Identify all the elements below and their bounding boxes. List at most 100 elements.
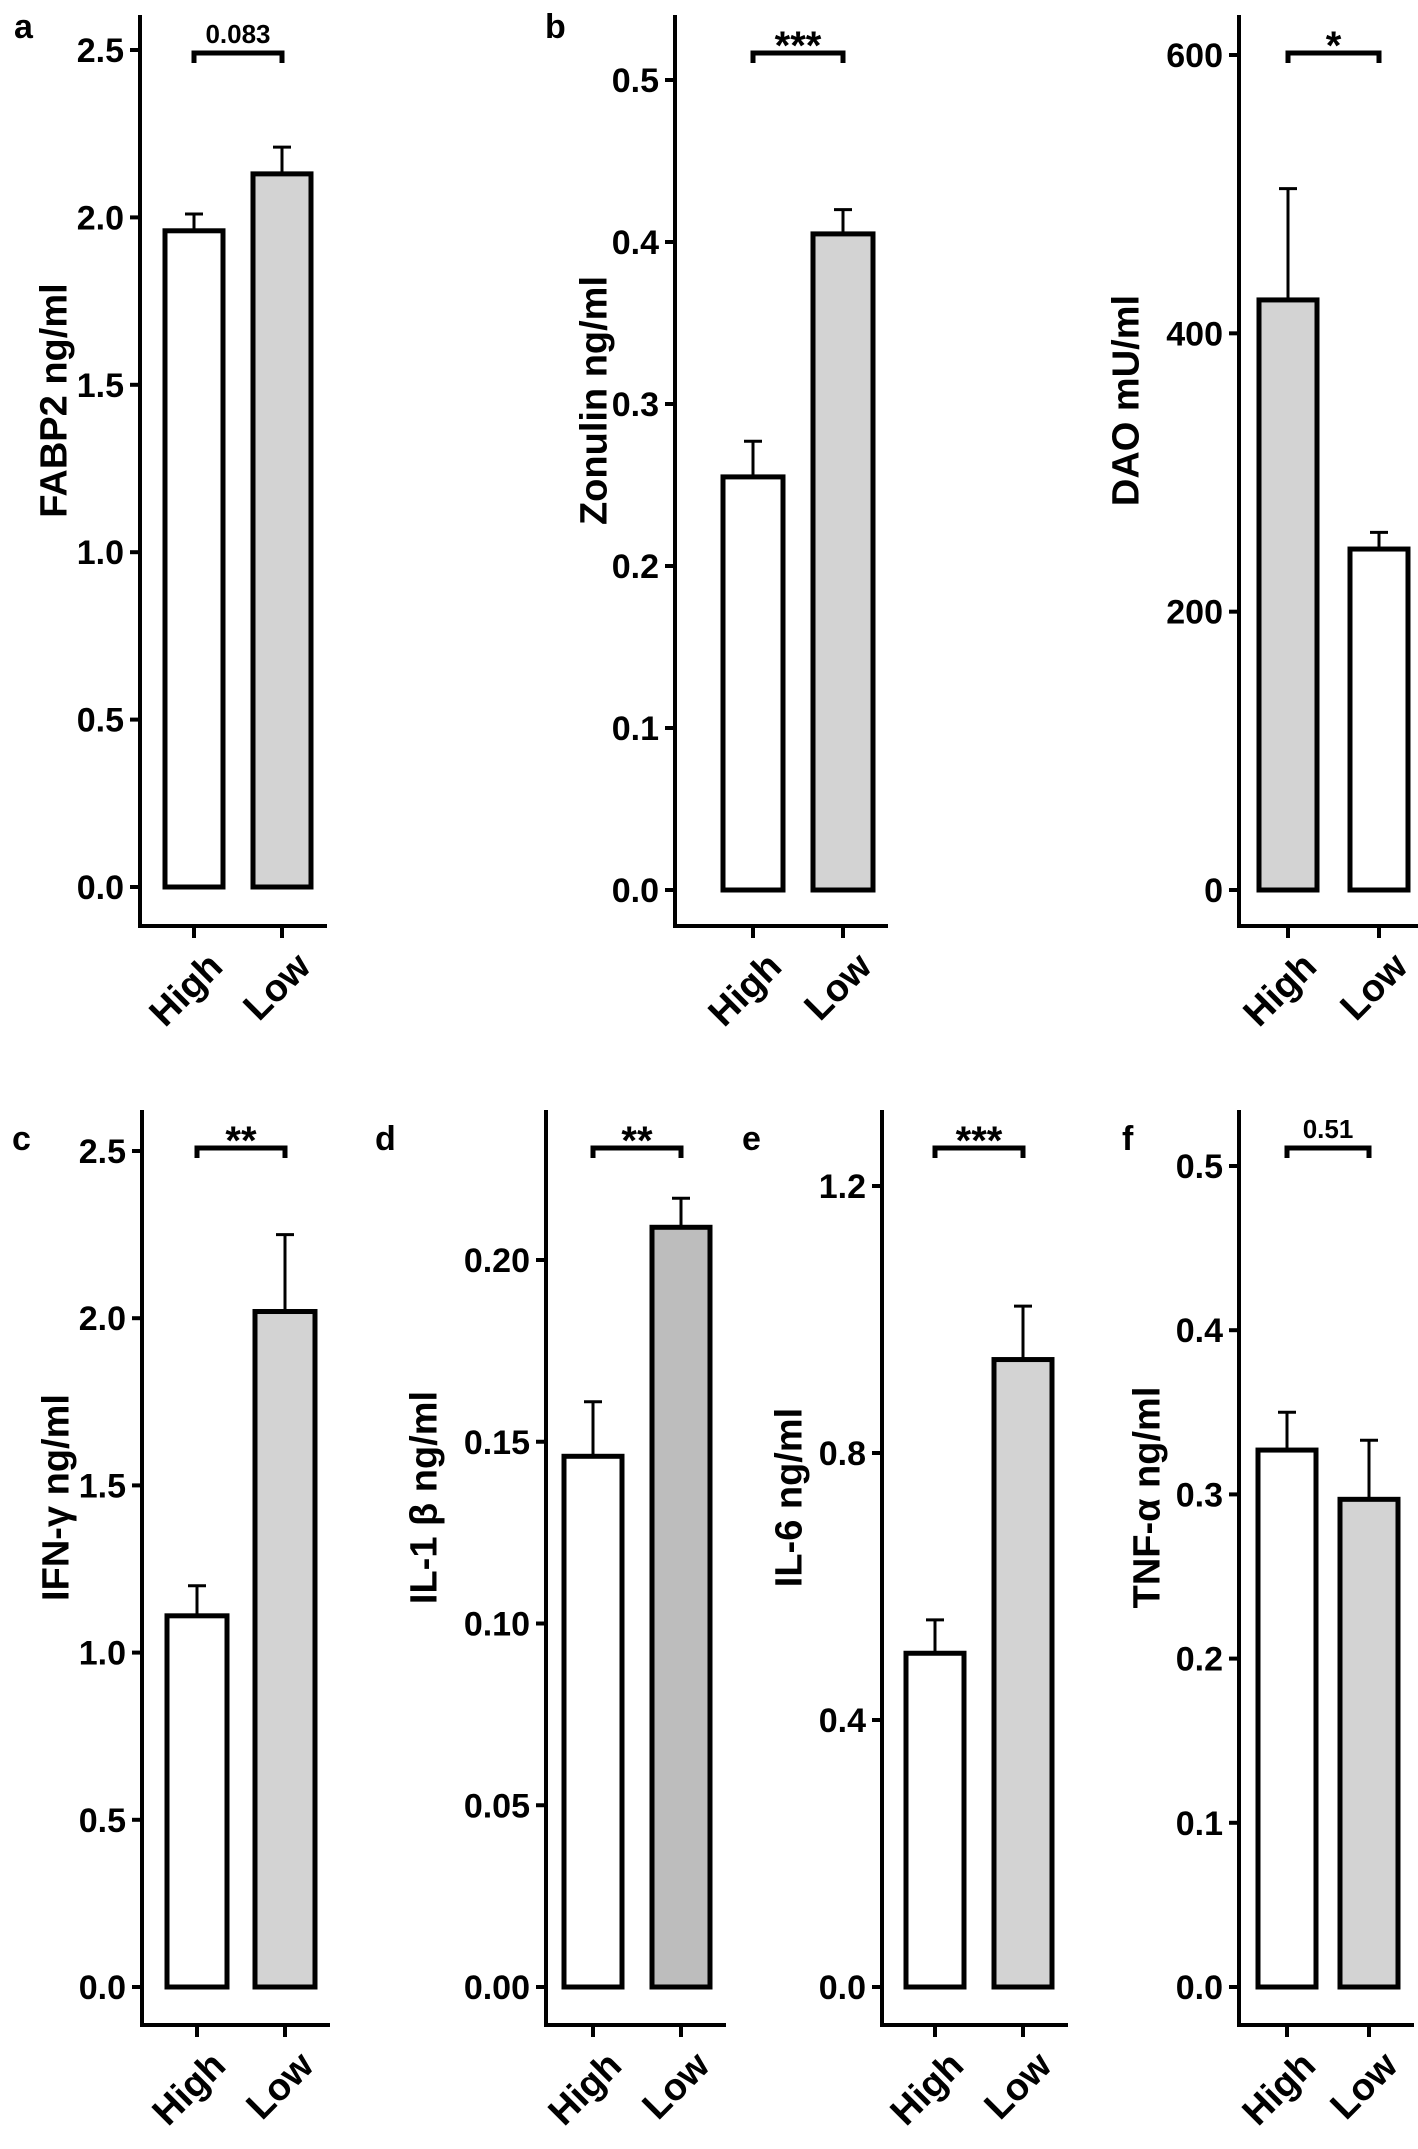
x-tick-label: Low (977, 2044, 1061, 2128)
bar-low (252, 1309, 318, 1990)
significance-bracket (932, 1145, 1026, 1158)
y-tick-label: 0.1 (1176, 1805, 1223, 1843)
bar-low (1337, 1496, 1401, 1990)
significance-bracket (1284, 1145, 1372, 1158)
y-tick-label: 1.5 (77, 367, 124, 405)
x-tick-label: Low (797, 945, 881, 1029)
significance-label: *** (956, 1119, 1003, 1163)
x-tick-label: Low (236, 945, 320, 1029)
y-tick-label: 1.5 (79, 1467, 126, 1505)
panel-e: 0.0 0.4 0.8 1.2 IL-6 ng/ml e High Low *** (742, 1110, 1068, 2134)
y-tick-label: 0.0 (1176, 1969, 1223, 2007)
bar-high (561, 1453, 625, 1990)
y-tick-label: 200 (1166, 594, 1223, 632)
significance-label: ** (621, 1119, 653, 1163)
significance-bracket (750, 50, 846, 63)
y-tick-label: 0.8 (819, 1435, 866, 1473)
y-tick-label: 0.0 (77, 869, 124, 907)
y-axis-label: Zonulin ng/ml (573, 276, 615, 525)
panel-label: f (1122, 1120, 1134, 1158)
y-tick-label: 0.2 (612, 548, 659, 586)
panel-a: 0.0 0.5 1.0 1.5 2.0 2.5 FABP2 ng/ml a High Low 0.0… (14, 8, 327, 1035)
y-axis-label: FABP2 ng/ml (33, 283, 75, 517)
x-tick-label: Low (1333, 945, 1417, 1029)
panel-c: 0.0 0.5 1.0 1.5 2.0 2.5 IFN-γ ng/ml c High Low ** (12, 1110, 330, 2134)
panel-label: c (12, 1120, 31, 1158)
y-tick-label: 0.0 (612, 872, 659, 910)
panel-b: 0.0 0.1 0.2 0.3 0.4 0.5 Zonulin ng/ml b High Low *… (545, 8, 888, 1035)
significance-label: ** (225, 1119, 257, 1163)
x-tick-label: Low (635, 2044, 719, 2128)
y-tick-label: 0.5 (79, 1802, 126, 1840)
x-tick-label: High (701, 945, 790, 1034)
y-tick-label: 2.5 (79, 1133, 126, 1171)
bar-low (810, 231, 876, 893)
significance-bracket (194, 1145, 288, 1158)
y-tick-label: 0.5 (1176, 1148, 1223, 1186)
y-axis-label: IL-6 ng/ml (768, 1408, 810, 1587)
panel-label: b (545, 8, 566, 46)
significance-label: 0.51 (1303, 1114, 1354, 1144)
bar-low (250, 171, 314, 890)
y-tick-label: 2.0 (77, 199, 124, 237)
y-tick-label: 0.5 (77, 702, 124, 740)
significance-label: *** (775, 24, 822, 68)
y-tick-label: 0.0 (819, 1969, 866, 2007)
y-tick-label: 2.5 (77, 32, 124, 70)
y-tick-label: 1.2 (819, 1168, 866, 1206)
y-tick-label: 0.4 (612, 224, 659, 262)
y-tick-label: 0.0 (79, 1969, 126, 2007)
x-tick-label: High (541, 2044, 630, 2133)
bar-low (649, 1224, 713, 1990)
significance-bracket (590, 1145, 684, 1158)
y-tick-label: 400 (1166, 315, 1223, 353)
panel-label: d (375, 1120, 396, 1158)
x-tick-label: High (145, 2044, 234, 2133)
y-tick-label: 0.05 (464, 1787, 530, 1825)
bar-low (1347, 546, 1411, 893)
bar-low (991, 1357, 1055, 1990)
bar-high (1256, 297, 1320, 893)
y-axis-label: TNF-α ng/ml (1126, 1387, 1168, 1609)
panel-dao: 0 200 400 600 DAO mU/ml High Low * (1105, 15, 1418, 1035)
bar-high (164, 1613, 230, 1990)
significance-label: 0.083 (205, 19, 270, 49)
panel-label: a (14, 8, 34, 46)
y-tick-label: 0.20 (464, 1242, 530, 1280)
bar-high (162, 228, 226, 890)
x-tick-label: High (142, 945, 231, 1034)
y-axis-label: DAO mU/ml (1105, 295, 1147, 506)
x-tick-label: High (1236, 945, 1325, 1034)
x-tick-label: High (883, 2044, 972, 2133)
x-tick-label: Low (1323, 2044, 1407, 2128)
y-tick-label: 0.00 (464, 1969, 530, 2007)
panel-label: e (742, 1120, 761, 1158)
y-tick-label: 0.10 (464, 1606, 530, 1644)
y-tick-label: 0.4 (819, 1702, 866, 1740)
panel-d: 0.00 0.05 0.10 0.15 0.20 IL-1 β ng/ml d High Low… (375, 1110, 726, 2134)
y-tick-label: 1.0 (77, 534, 124, 572)
x-tick-label: High (1235, 2044, 1324, 2133)
y-tick-label: 0 (1204, 872, 1223, 910)
bar-high (720, 474, 786, 893)
y-tick-label: 2.0 (79, 1300, 126, 1338)
significance-label: * (1326, 24, 1342, 68)
bar-high (903, 1650, 967, 1990)
y-tick-label: 600 (1166, 37, 1223, 75)
x-tick-label: Low (239, 2044, 323, 2128)
y-tick-label: 0.2 (1176, 1641, 1223, 1679)
y-tick-label: 0.15 (464, 1424, 530, 1462)
bar-high (1255, 1447, 1319, 1990)
y-tick-label: 0.5 (612, 62, 659, 100)
y-tick-label: 1.0 (79, 1635, 126, 1673)
significance-bracket (1285, 50, 1382, 63)
y-tick-label: 0.1 (612, 710, 659, 748)
y-axis-label: IL-1 β ng/ml (403, 1391, 445, 1604)
y-tick-label: 0.4 (1176, 1312, 1223, 1350)
y-tick-label: 0.3 (612, 386, 659, 424)
y-axis-label: IFN-γ ng/ml (35, 1394, 77, 1601)
y-tick-label: 0.3 (1176, 1476, 1223, 1514)
significance-bracket (191, 50, 285, 63)
